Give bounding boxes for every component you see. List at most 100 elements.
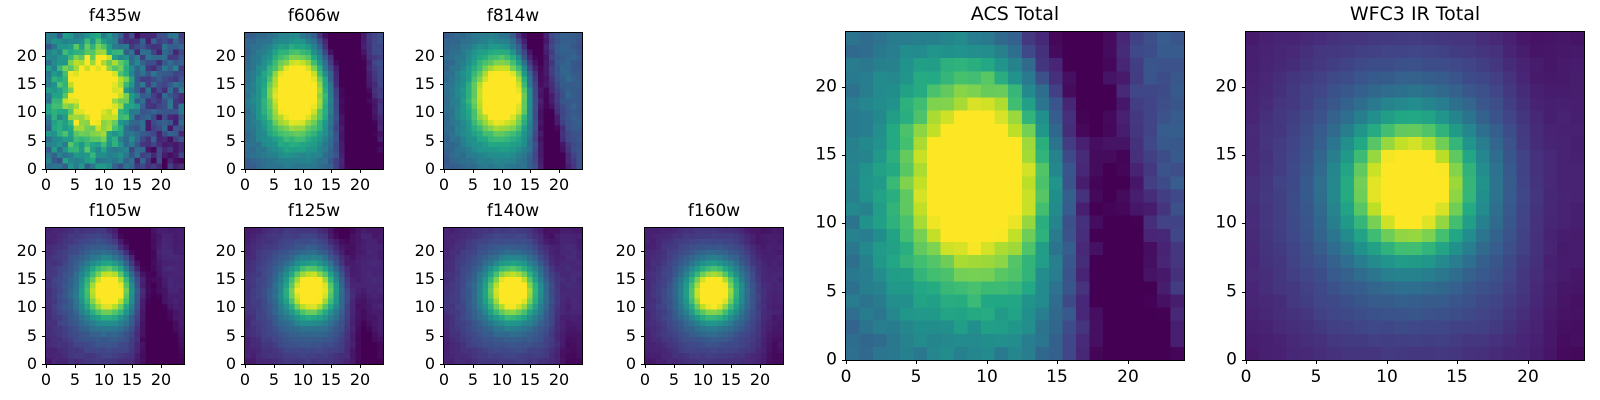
xtick-wfc3-ir-total-3 [1457, 360, 1458, 364]
xtick-f125w-4 [360, 364, 361, 368]
yticklabel-f140w-3: 15 [414, 269, 435, 288]
yticklabel-f606w-3: 15 [215, 74, 236, 93]
xticklabel-f814w-3: 15 [519, 175, 541, 194]
heatmap-canvas-acs-total [846, 32, 1184, 360]
xtick-wfc3-ir-total-1 [1316, 360, 1317, 364]
ytick-wfc3-ir-total-2 [1242, 223, 1246, 224]
xtick-f606w-0 [245, 169, 246, 173]
xtick-f160w-3 [731, 364, 732, 368]
ytick-f814w-2 [440, 112, 444, 113]
ytick-f125w-0 [241, 364, 245, 365]
xticklabel-f125w-4: 20 [349, 370, 371, 389]
ytick-f160w-1 [641, 336, 645, 337]
xtick-f435w-1 [75, 169, 76, 173]
xtick-f140w-1 [473, 364, 474, 368]
ytick-f814w-1 [440, 141, 444, 142]
ytick-f814w-0 [440, 169, 444, 170]
xtick-f105w-0 [46, 364, 47, 368]
yticklabel-f814w-1: 5 [424, 131, 435, 150]
panel-title-f125w: f125w [287, 201, 341, 221]
panel-title-f606w: f606w [287, 6, 341, 26]
ytick-f140w-1 [440, 336, 444, 337]
yticklabel-f125w-0: 0 [225, 354, 236, 373]
xticklabel-f435w-0: 0 [40, 175, 52, 194]
yticklabel-f814w-4: 20 [414, 46, 435, 65]
yticklabel-f160w-4: 20 [615, 241, 636, 260]
ytick-f606w-2 [241, 112, 245, 113]
heatmap-f606w [244, 32, 384, 170]
xticklabel-f160w-2: 10 [692, 370, 714, 389]
yticklabel-f125w-2: 10 [215, 297, 236, 316]
heatmap-f435w [45, 32, 185, 170]
ytick-f105w-0 [42, 364, 46, 365]
yticklabel-acs-total-0: 0 [826, 349, 837, 370]
xticklabel-acs-total-2: 10 [976, 367, 998, 387]
panel-title-f160w: f160w [687, 201, 741, 221]
yticklabel-f814w-0: 0 [424, 159, 435, 178]
xticklabel-f606w-2: 10 [292, 175, 314, 194]
ytick-f125w-3 [241, 279, 245, 280]
yticklabel-f606w-1: 5 [225, 131, 236, 150]
xtick-f125w-3 [331, 364, 332, 368]
panel-title-f814w: f814w [486, 6, 540, 26]
yticklabel-f814w-2: 10 [414, 102, 435, 121]
ytick-f435w-1 [42, 141, 46, 142]
yticklabel-f606w-4: 20 [215, 46, 236, 65]
xtick-f125w-0 [245, 364, 246, 368]
xticklabel-f125w-3: 15 [320, 370, 342, 389]
xtick-f606w-2 [303, 169, 304, 173]
xtick-acs-total-0 [846, 360, 847, 364]
xtick-f814w-0 [444, 169, 445, 173]
xticklabel-wfc3-ir-total-4: 20 [1517, 367, 1539, 387]
heatmap-canvas-f814w [444, 33, 582, 169]
xticklabel-wfc3-ir-total-0: 0 [1240, 367, 1252, 387]
panel-title-wfc3-ir-total: WFC3 IR Total [1349, 3, 1481, 25]
yticklabel-acs-total-4: 20 [815, 76, 837, 97]
yticklabel-f125w-1: 5 [225, 326, 236, 345]
xticklabel-f105w-0: 0 [40, 370, 52, 389]
xticklabel-f606w-3: 15 [320, 175, 342, 194]
ytick-f125w-2 [241, 307, 245, 308]
xticklabel-f606w-1: 5 [268, 175, 280, 194]
yticklabel-f105w-4: 20 [16, 241, 37, 260]
xticklabel-f140w-1: 5 [467, 370, 479, 389]
xticklabel-f105w-3: 15 [121, 370, 143, 389]
xtick-f435w-2 [104, 169, 105, 173]
xtick-f606w-1 [274, 169, 275, 173]
ytick-f140w-2 [440, 307, 444, 308]
yticklabel-f435w-2: 10 [16, 102, 37, 121]
heatmap-f140w [443, 227, 583, 365]
panel-title-f435w: f435w [88, 6, 142, 26]
xticklabel-f105w-2: 10 [93, 370, 115, 389]
xticklabel-f105w-4: 20 [150, 370, 172, 389]
xticklabel-f160w-4: 20 [749, 370, 771, 389]
ytick-f435w-3 [42, 84, 46, 85]
xtick-f435w-3 [132, 169, 133, 173]
xtick-f814w-4 [559, 169, 560, 173]
xticklabel-acs-total-0: 0 [840, 367, 852, 387]
ytick-wfc3-ir-total-1 [1242, 292, 1246, 293]
yticklabel-f606w-2: 10 [215, 102, 236, 121]
xticklabel-wfc3-ir-total-2: 10 [1376, 367, 1398, 387]
yticklabel-f814w-3: 15 [414, 74, 435, 93]
ytick-f435w-2 [42, 112, 46, 113]
xtick-f140w-2 [502, 364, 503, 368]
xticklabel-f160w-0: 0 [639, 370, 651, 389]
xticklabel-f435w-4: 20 [150, 175, 172, 194]
yticklabel-f140w-2: 10 [414, 297, 435, 316]
xticklabel-acs-total-1: 5 [910, 367, 922, 387]
yticklabel-f160w-0: 0 [625, 354, 636, 373]
yticklabel-f105w-3: 15 [16, 269, 37, 288]
xticklabel-f435w-1: 5 [69, 175, 81, 194]
ytick-wfc3-ir-total-0 [1242, 360, 1246, 361]
xtick-f105w-4 [161, 364, 162, 368]
ytick-f140w-3 [440, 279, 444, 280]
xticklabel-wfc3-ir-total-1: 5 [1310, 367, 1322, 387]
xtick-f606w-4 [360, 169, 361, 173]
xticklabel-f814w-2: 10 [491, 175, 513, 194]
yticklabel-f435w-1: 5 [26, 131, 37, 150]
